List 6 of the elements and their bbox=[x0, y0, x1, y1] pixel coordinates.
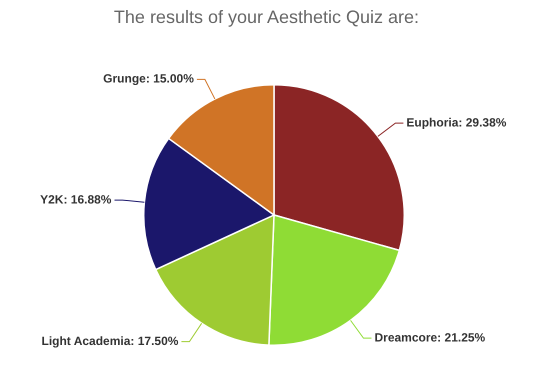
slice-label: Grunge: 15.00% bbox=[103, 72, 194, 86]
chart-title: The results of your Aesthetic Quiz are: bbox=[112, 6, 420, 29]
slice-label: Euphoria: 29.38% bbox=[406, 115, 507, 130]
slice-label: Y2K: 16.88% bbox=[40, 192, 112, 206]
slice-label: Dreamcore: 21.25% bbox=[374, 330, 486, 344]
slice-label: Light Academia: 17.50% bbox=[41, 334, 179, 348]
